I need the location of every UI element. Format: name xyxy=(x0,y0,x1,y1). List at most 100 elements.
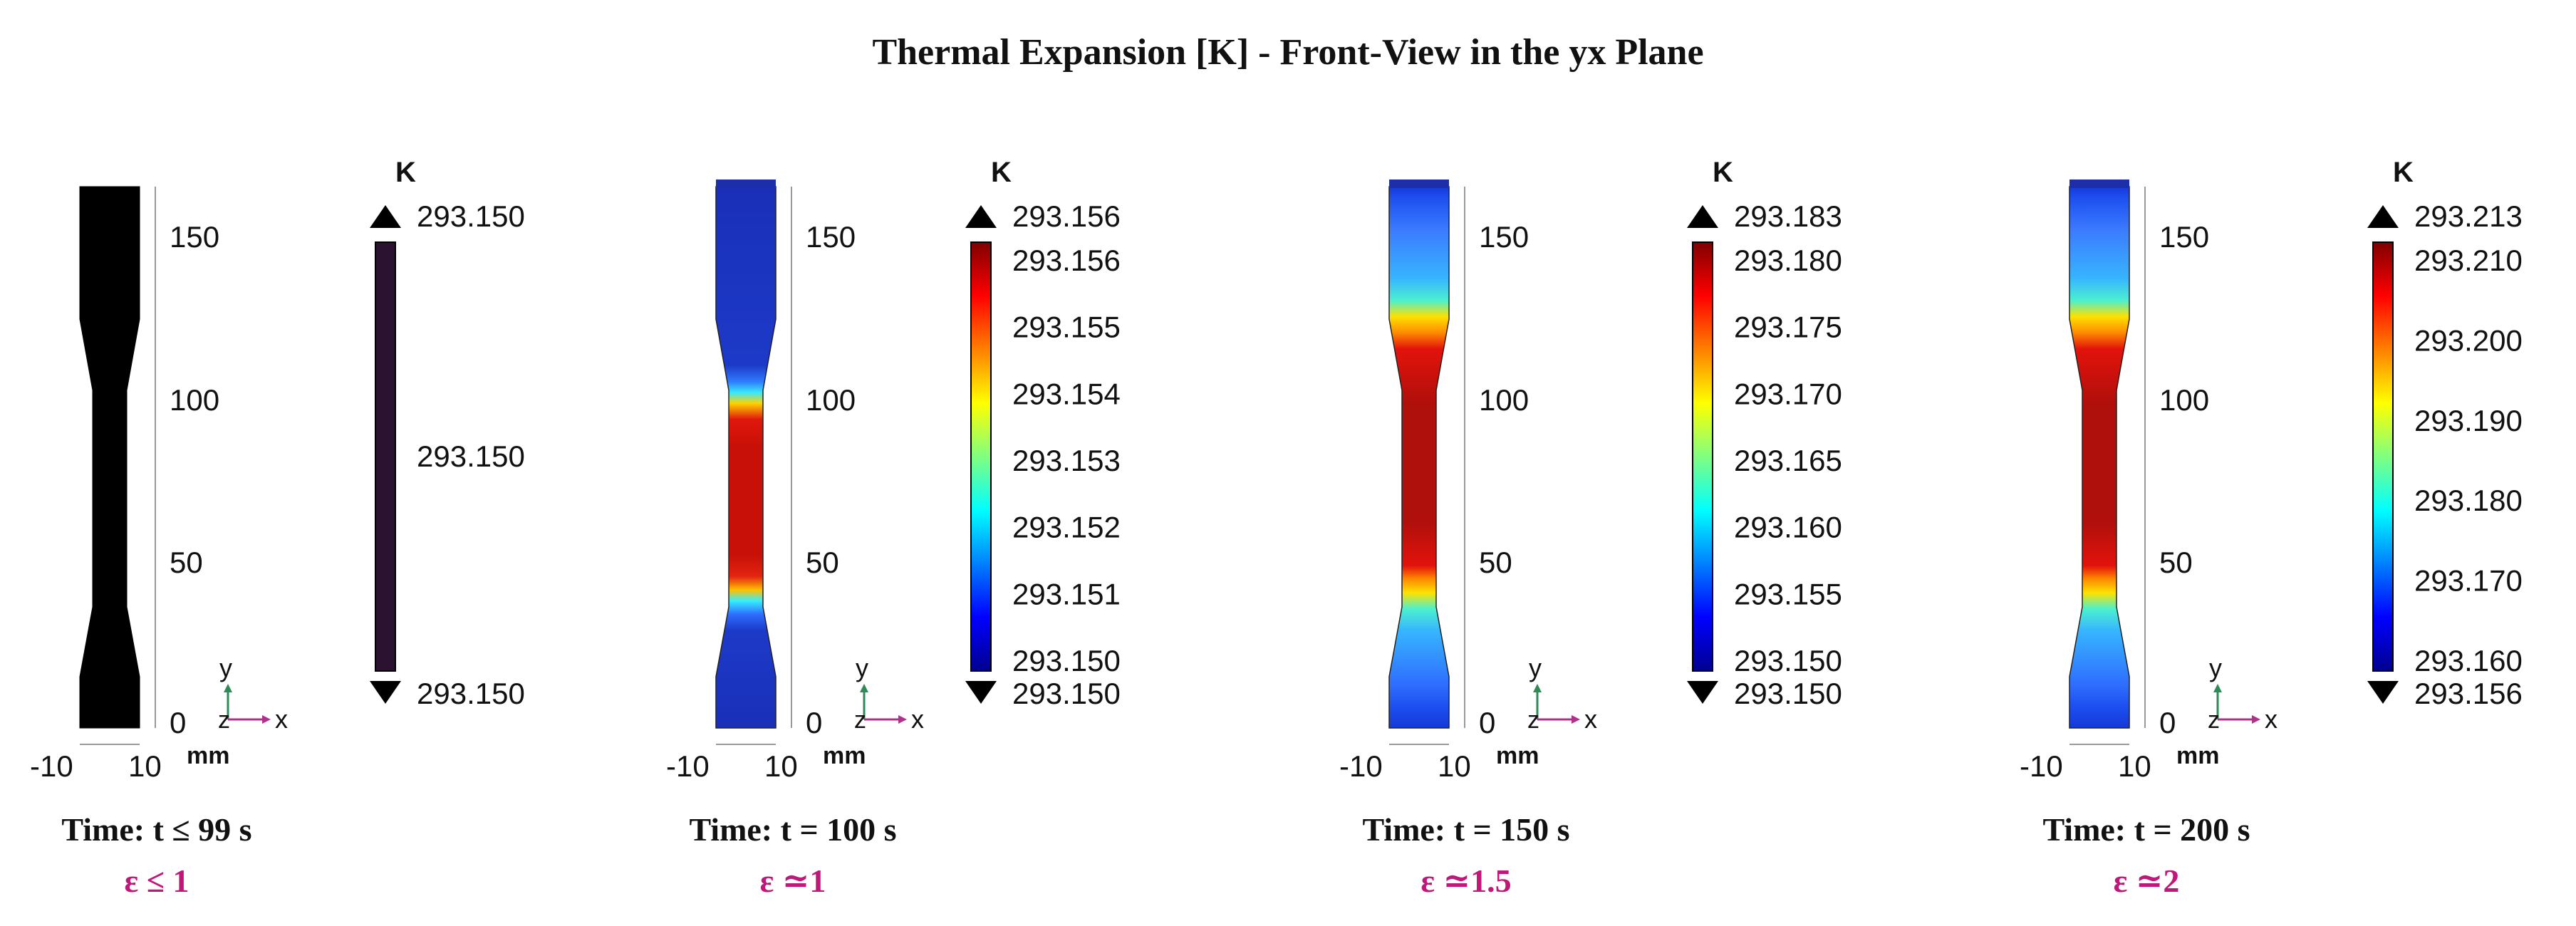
ruler-tick-label: 150 xyxy=(2159,220,2209,254)
colorbar-min-label: 293.156 xyxy=(2414,677,2523,710)
strain-caption: ε ≃2 xyxy=(2114,863,2180,899)
colorbar-tick-label: 293.150 xyxy=(1734,644,1842,677)
x-arrowhead xyxy=(2252,715,2260,724)
strain-caption: ε ≤ 1 xyxy=(125,863,189,899)
strain-caption: ε ≃1.5 xyxy=(1421,863,1511,899)
unit-label: mm xyxy=(1496,742,1539,769)
y-arrowhead xyxy=(860,684,868,692)
x-tick-label: 10 xyxy=(1438,749,1471,783)
axis-triad: yz x xyxy=(2208,653,2278,734)
colorbar-tick-label: 293.190 xyxy=(2414,404,2523,437)
colorbar-max-arrow xyxy=(2367,205,2399,228)
figure-title: Thermal Expansion [K] - Front-View in th… xyxy=(872,32,1703,73)
specimen xyxy=(715,186,777,729)
colorbar-tick-label: 293.152 xyxy=(1012,511,1121,544)
colorbar-unit: K xyxy=(2393,157,2414,188)
axis-triad: yz x xyxy=(854,653,924,734)
axis-y-letter: y xyxy=(856,653,868,682)
specimen xyxy=(1388,186,1450,729)
time-caption: Time: t = 200 s xyxy=(2042,811,2250,848)
colorbar-min-arrow xyxy=(370,681,401,704)
specimen-top-cap xyxy=(716,180,776,188)
ruler-tick-label: 0 xyxy=(2159,706,2176,739)
colorbar-tick-label: 293.150 xyxy=(1012,644,1121,677)
ruler-tick-label: 100 xyxy=(2159,383,2209,417)
colorbar-min-label: 293.150 xyxy=(1012,677,1121,710)
colorbar-tick-label: 293.170 xyxy=(2414,564,2523,598)
axis-x-letter: x xyxy=(2265,704,2278,734)
axis-x-letter: x xyxy=(275,704,288,734)
ruler-tick-label: 100 xyxy=(170,383,219,417)
axis-x-letter: x xyxy=(911,704,924,734)
ruler-tick-label: 50 xyxy=(170,546,203,579)
colorbar-unit: K xyxy=(395,157,416,188)
ruler-tick-label: 150 xyxy=(1479,220,1529,254)
colorbar xyxy=(1692,241,1713,672)
ruler-tick-label: 50 xyxy=(1479,546,1512,579)
unit-label: mm xyxy=(2176,742,2219,769)
axis-y-letter: y xyxy=(1529,653,1542,682)
axis-triad: yz x xyxy=(1527,653,1597,734)
colorbar-tick-label: 293.200 xyxy=(2414,323,2523,357)
colorbar-tick-label: 293.160 xyxy=(2414,644,2523,677)
strain-caption: ε ≃1 xyxy=(760,863,826,899)
colorbar-tick-label: 293.153 xyxy=(1012,444,1121,477)
y-arrowhead xyxy=(224,684,232,692)
y-arrowhead xyxy=(1533,684,1542,692)
specimen xyxy=(79,186,140,729)
ruler-tick-label: 50 xyxy=(2159,546,2193,579)
colorbar-max-arrow xyxy=(370,205,401,228)
x-arrowhead xyxy=(898,715,907,724)
colorbar-tick-label: 293.156 xyxy=(1012,244,1121,277)
axis-triad: yz x xyxy=(218,653,288,734)
x-tick-label: -10 xyxy=(30,749,73,783)
specimen-top-cap xyxy=(1389,180,1449,188)
colorbar-tick-label: 293.165 xyxy=(1734,444,1842,477)
x-arrowhead xyxy=(1572,715,1580,724)
ruler-tick-label: 100 xyxy=(806,383,856,417)
axis-z-letter: z xyxy=(854,707,866,734)
x-tick-label: 10 xyxy=(764,749,798,783)
axis-y-letter: y xyxy=(2209,653,2222,682)
specimen xyxy=(2069,186,2130,729)
colorbar-tick-label: 293.180 xyxy=(2414,484,2523,517)
ruler-tick-label: 0 xyxy=(806,706,822,739)
unit-label: mm xyxy=(823,742,866,769)
time-caption: Time: t = 150 s xyxy=(1362,811,1569,848)
colorbar xyxy=(970,241,992,672)
colorbar-max-label: 293.213 xyxy=(2414,199,2523,233)
ruler-tick-label: 100 xyxy=(1479,383,1529,417)
ruler-tick-label: 0 xyxy=(170,706,186,739)
colorbar-tick-label: 293.151 xyxy=(1012,577,1121,610)
colorbar-max-arrow xyxy=(965,205,997,228)
colorbar-max-arrow xyxy=(1687,205,1718,228)
colorbar-tick-label: 293.150 xyxy=(417,439,525,473)
ruler-tick-label: 50 xyxy=(806,546,839,579)
x-tick-label: 10 xyxy=(128,749,162,783)
y-arrowhead xyxy=(2213,684,2222,692)
colorbar-tick-label: 293.154 xyxy=(1012,377,1121,410)
axis-y-letter: y xyxy=(219,653,232,682)
axis-z-letter: z xyxy=(2208,707,2220,734)
colorbar xyxy=(375,241,396,672)
time-caption: Time: t ≤ 99 s xyxy=(61,811,251,848)
x-tick-label: 10 xyxy=(2118,749,2151,783)
colorbar-tick-label: 293.180 xyxy=(1734,244,1842,277)
colorbar-max-label: 293.150 xyxy=(417,199,525,233)
axis-x-letter: x xyxy=(1584,704,1597,734)
colorbar-unit: K xyxy=(1713,157,1733,188)
colorbar-max-label: 293.183 xyxy=(1734,199,1842,233)
colorbar-min-arrow xyxy=(2367,681,2399,704)
colorbar xyxy=(2372,241,2394,672)
ruler-tick-label: 150 xyxy=(806,220,856,254)
x-tick-label: -10 xyxy=(1339,749,1383,783)
colorbar-tick-label: 293.160 xyxy=(1734,511,1842,544)
colorbar-tick-label: 293.155 xyxy=(1734,577,1842,610)
colorbar-min-arrow xyxy=(965,681,997,704)
ruler-tick-label: 150 xyxy=(170,220,219,254)
